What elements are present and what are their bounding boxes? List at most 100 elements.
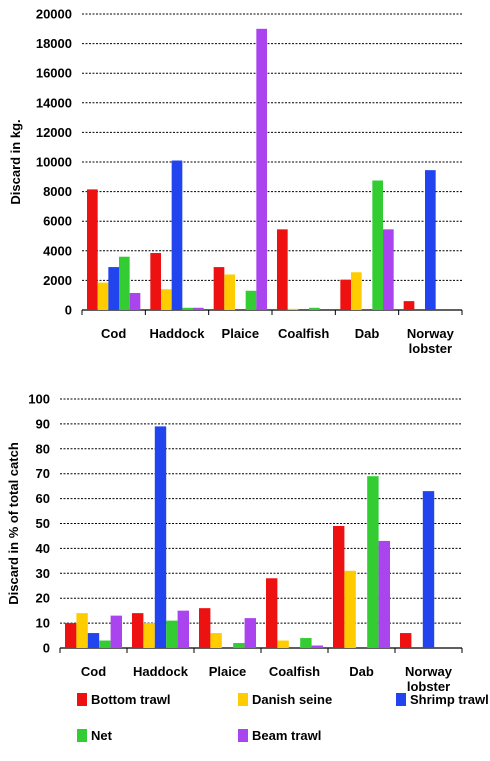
bar-danish-seine-haddock [143, 623, 155, 648]
bar-beam-trawl-dab [378, 540, 390, 648]
legend-swatch-bottom-trawl [77, 693, 87, 706]
discard-kg-chart: 0 2000 4000 6000 8000 10000 12000 14000 16000 180… [8, 7, 463, 356]
y-tick-label: 50 [36, 516, 50, 531]
bar-bottom-trawl-norway-lobster [400, 633, 412, 648]
bar-bottom-trawl-plaice [199, 608, 211, 648]
x-category-label-line: Dab [355, 326, 380, 341]
bar-danish-seine-coalfish [287, 308, 299, 310]
y-tick-label: 20000 [36, 7, 72, 22]
x-category-label: Plaice [222, 326, 260, 341]
x-category-label: Haddock [150, 326, 206, 341]
x-category-label-line: Coalfish [278, 326, 329, 341]
y-tick-label: 60 [36, 491, 50, 506]
bar-danish-seine-coalfish [277, 640, 289, 648]
x-category-label-line: Cod [101, 326, 126, 341]
y-tick-label: 4000 [43, 243, 72, 258]
x-category-label-line: Norway [405, 664, 453, 679]
bar-shrimp-trawl-norway-lobster [422, 491, 435, 648]
legend: Bottom trawl Danish seine Shrimp trawl Net B… [77, 692, 489, 743]
legend-swatch-beam-trawl [238, 729, 248, 742]
bar-beam-trawl-plaice [256, 28, 267, 311]
x-category-label-line: Dab [349, 664, 374, 679]
bar-bottom-trawl-dab [333, 525, 345, 648]
bar-net-dab [372, 180, 383, 310]
y-tick-label: 30 [36, 566, 50, 581]
bar-net-coalfish [300, 638, 312, 648]
bar-danish-seine-plaice [210, 633, 222, 648]
x-category-label-line: Norway [407, 326, 455, 341]
bar-net-plaice [233, 643, 245, 648]
bar-bottom-trawl-coalfish [277, 229, 288, 310]
bar-net-haddock [182, 307, 193, 310]
bar-bottom-trawl-dab [340, 279, 351, 310]
bar-shrimp-trawl-norway-lobster [425, 170, 436, 310]
y-tick-label: 6000 [43, 214, 72, 229]
x-category-label: Cod [101, 326, 126, 341]
discard-percent-chart: 0 10 20 30 40 50 60 70 80 90 100 Discard in % of to… [6, 392, 463, 694]
y-axis-title: Discard in % of total catch [6, 442, 21, 605]
x-category-label: Cod [81, 664, 106, 679]
bar-danish-seine-cod [97, 282, 109, 310]
x-category-label: Dab [349, 664, 374, 679]
bar-bottom-trawl-haddock [150, 253, 161, 310]
legend-swatch-shrimp-trawl [396, 693, 406, 706]
y-tick-label: 8000 [43, 184, 72, 199]
bar-bottom-trawl-haddock [132, 613, 144, 648]
y-tick-label: 18000 [36, 36, 72, 51]
x-category-label-line: Haddock [150, 326, 206, 341]
bar-danish-seine-plaice [224, 274, 235, 310]
y-tick-label: 90 [36, 416, 50, 431]
legend-swatch-danish-seine [238, 693, 248, 706]
y-tick-label: 40 [36, 541, 50, 556]
bar-danish-seine-cod [76, 613, 88, 648]
legend-swatch-net [77, 729, 87, 742]
x-category-label: Coalfish [269, 664, 320, 679]
bar-bottom-trawl-coalfish [266, 578, 278, 648]
y-tick-label: 80 [36, 441, 50, 456]
x-category-label-line: Plaice [209, 664, 247, 679]
bar-beam-trawl-haddock [177, 610, 189, 648]
y-tick-label: 12000 [36, 125, 72, 140]
y-tick-label: 10 [36, 616, 50, 631]
bar-beam-trawl-cod [129, 292, 141, 310]
x-category-label-line: lobster [409, 341, 452, 356]
legend-label-net: Net [91, 728, 113, 743]
bar-danish-seine-dab [351, 272, 362, 310]
y-tick-label: 70 [36, 466, 50, 481]
bar-beam-trawl-cod [110, 615, 122, 648]
y-tick-label: 16000 [36, 66, 72, 81]
x-category-label-line: Plaice [222, 326, 260, 341]
bar-shrimp-trawl-cod [87, 633, 100, 648]
legend-label-danish-seine: Danish seine [252, 692, 332, 707]
bar-net-dab [367, 476, 379, 648]
y-tick-label: 14000 [36, 95, 72, 110]
bar-beam-trawl-plaice [244, 618, 256, 648]
bar-net-cod [119, 256, 130, 310]
bar-bottom-trawl-cod [87, 189, 98, 310]
y-tick-label: 2000 [43, 273, 72, 288]
y-tick-label: 10000 [36, 155, 72, 170]
bar-shrimp-trawl-haddock [171, 160, 183, 310]
y-axis-title: Discard in kg. [8, 119, 23, 204]
bar-net-coalfish [309, 307, 320, 310]
bar-danish-seine-haddock [161, 289, 172, 310]
legend-label-bottom-trawl: Bottom trawl [91, 692, 170, 707]
legend-label-beam-trawl: Beam trawl [252, 728, 321, 743]
bar-shrimp-trawl-haddock [154, 426, 167, 648]
bar-beam-trawl-haddock [193, 307, 204, 310]
x-category-label: Haddock [133, 664, 189, 679]
bar-beam-trawl-dab [383, 229, 394, 310]
bar-net-plaice [245, 290, 257, 310]
bar-net-cod [99, 640, 111, 648]
x-category-label: Norway lobster [405, 664, 453, 694]
bar-bottom-trawl-norway-lobster [403, 301, 415, 310]
bar-danish-seine-dab [344, 570, 356, 648]
x-category-label: Norway lobster [407, 326, 455, 356]
bar-bottom-trawl-plaice [213, 267, 225, 310]
x-category-label-line: Coalfish [269, 664, 320, 679]
bar-bottom-trawl-cod [65, 623, 77, 648]
x-category-label: Coalfish [278, 326, 329, 341]
x-category-label-line: Cod [81, 664, 106, 679]
legend-label-shrimp-trawl: Shrimp trawl [410, 692, 489, 707]
